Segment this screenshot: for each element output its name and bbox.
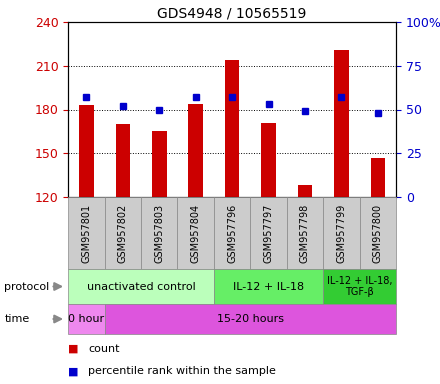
Text: percentile rank within the sample: percentile rank within the sample [88, 366, 276, 376]
Bar [370, 157, 385, 197]
Text: ■: ■ [68, 366, 79, 376]
Text: 0 hour: 0 hour [68, 314, 104, 324]
Bar [298, 185, 312, 197]
Bar [152, 131, 167, 197]
Text: unactivated control: unactivated control [87, 281, 195, 291]
Bar [79, 105, 94, 197]
Text: GSM957804: GSM957804 [191, 204, 201, 263]
Text: IL-12 + IL-18,
TGF-β: IL-12 + IL-18, TGF-β [327, 276, 392, 297]
Text: 15-20 hours: 15-20 hours [217, 314, 284, 324]
Title: GDS4948 / 10565519: GDS4948 / 10565519 [158, 7, 307, 21]
Text: ■: ■ [68, 344, 79, 354]
Text: GSM957802: GSM957802 [118, 204, 128, 263]
Bar [188, 104, 203, 197]
Text: GSM957796: GSM957796 [227, 204, 237, 263]
Text: GSM957803: GSM957803 [154, 204, 164, 263]
Text: IL-12 + IL-18: IL-12 + IL-18 [233, 281, 304, 291]
Text: GSM957799: GSM957799 [336, 204, 346, 263]
Bar [261, 122, 276, 197]
Text: count: count [88, 344, 120, 354]
Bar [225, 60, 239, 197]
Text: GSM957801: GSM957801 [81, 204, 92, 263]
Text: time: time [4, 314, 29, 324]
Text: GSM957797: GSM957797 [264, 203, 274, 263]
Text: protocol: protocol [4, 281, 50, 291]
Text: GSM957798: GSM957798 [300, 204, 310, 263]
Bar [334, 50, 348, 197]
Text: GSM957800: GSM957800 [373, 204, 383, 263]
Bar [116, 124, 130, 197]
